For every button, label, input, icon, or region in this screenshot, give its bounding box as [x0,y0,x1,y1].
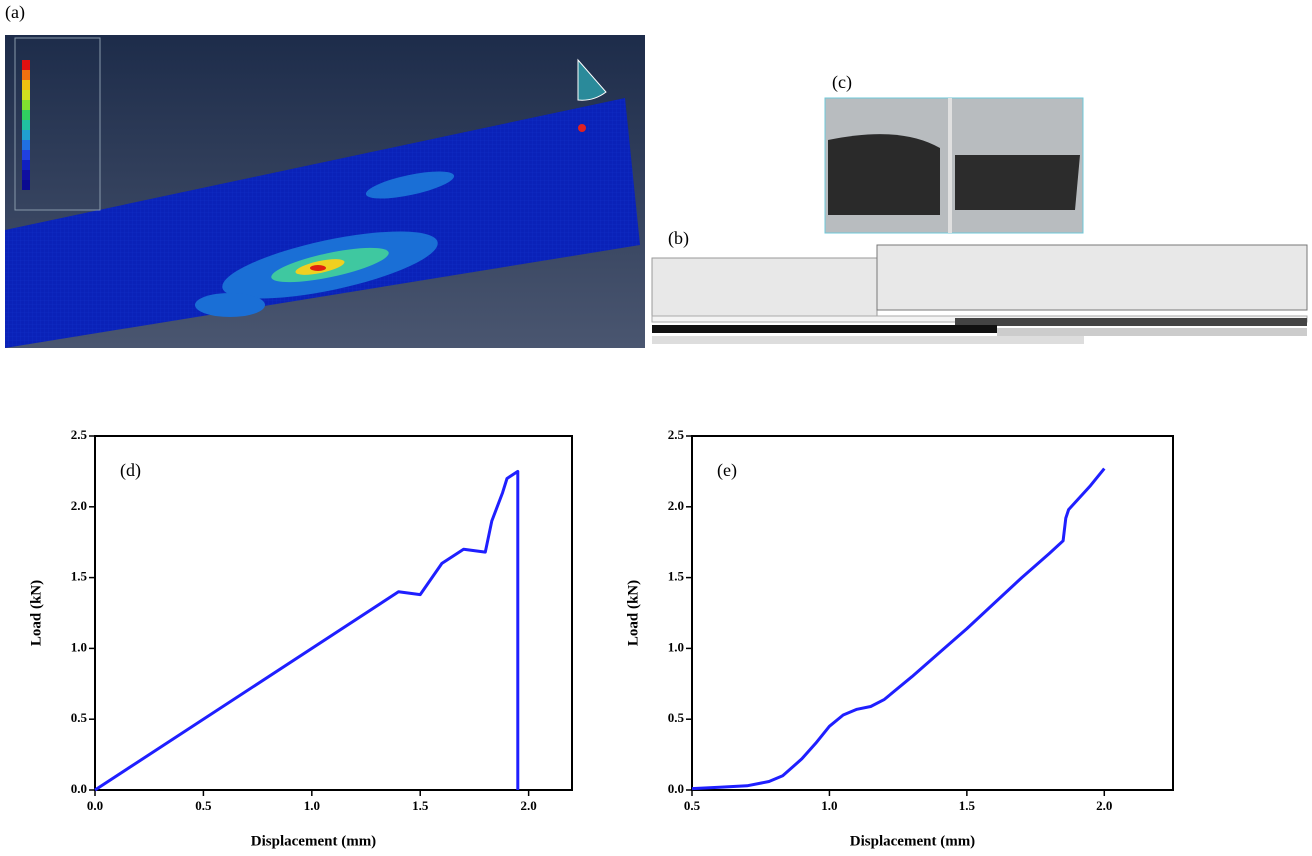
y-axis-label: Load (kN) [625,580,641,646]
x-tick-label: 2.0 [521,798,537,813]
x-axis-label: Displacement (mm) [251,833,376,849]
x-tick-label: 1.0 [304,798,320,813]
fe-contour [365,171,455,199]
y-tick-label: 1.0 [71,639,87,654]
plot-frame [94,435,573,791]
layer [652,336,1084,344]
plot-frame [691,435,1174,791]
y-tick-label: 2.5 [668,427,685,442]
adherend [651,257,878,317]
photo-panel: (c) [824,72,1084,234]
layer [652,325,997,333]
layer [997,328,1307,336]
fe-contour [195,293,265,317]
photo-specimen [828,134,940,215]
x-tick-label: 0.0 [87,798,103,813]
data-line [94,469,520,792]
photo-specimen [955,155,1080,210]
adherend [876,244,1308,311]
panel-label: (e) [717,460,737,481]
y-tick-label: 1.5 [71,569,88,584]
fe-legend [14,37,101,211]
y-tick-label: 2.0 [668,498,684,513]
data-line [691,467,1106,791]
layer [955,318,1307,326]
y-axis-label: Load (kN) [28,580,44,646]
y-tick-label: 0.5 [71,710,88,725]
y-tick-label: 0.0 [668,781,684,796]
x-axis-label: Displacement (mm) [850,833,975,849]
panel-label: (b) [668,228,689,249]
x-tick-label: 0.5 [195,798,212,813]
panel-label: (d) [120,460,141,481]
fe-triad [577,58,607,101]
photo-seam [948,98,952,233]
x-tick-label: 1.0 [821,798,837,813]
fe-legend-scale [22,60,30,190]
x-tick-label: 1.5 [412,798,429,813]
x-tick-label: 2.0 [1096,798,1112,813]
fe-node [578,124,586,132]
y-tick-label: 1.5 [668,569,685,584]
panel-label: (c) [832,72,852,93]
y-tick-label: 1.0 [668,639,684,654]
y-tick-label: 0.0 [71,781,87,796]
y-tick-label: 0.5 [668,710,685,725]
x-tick-label: 1.5 [959,798,976,813]
panel-label: (a) [5,2,25,23]
x-tick-label: 0.5 [684,798,701,813]
fe-panel: (a) [5,2,645,348]
y-tick-label: 2.0 [71,498,87,513]
y-tick-label: 2.5 [71,427,88,442]
joint-panel: (b) [651,228,1308,344]
fe-contour [310,265,326,271]
fe-mesh [5,98,640,348]
